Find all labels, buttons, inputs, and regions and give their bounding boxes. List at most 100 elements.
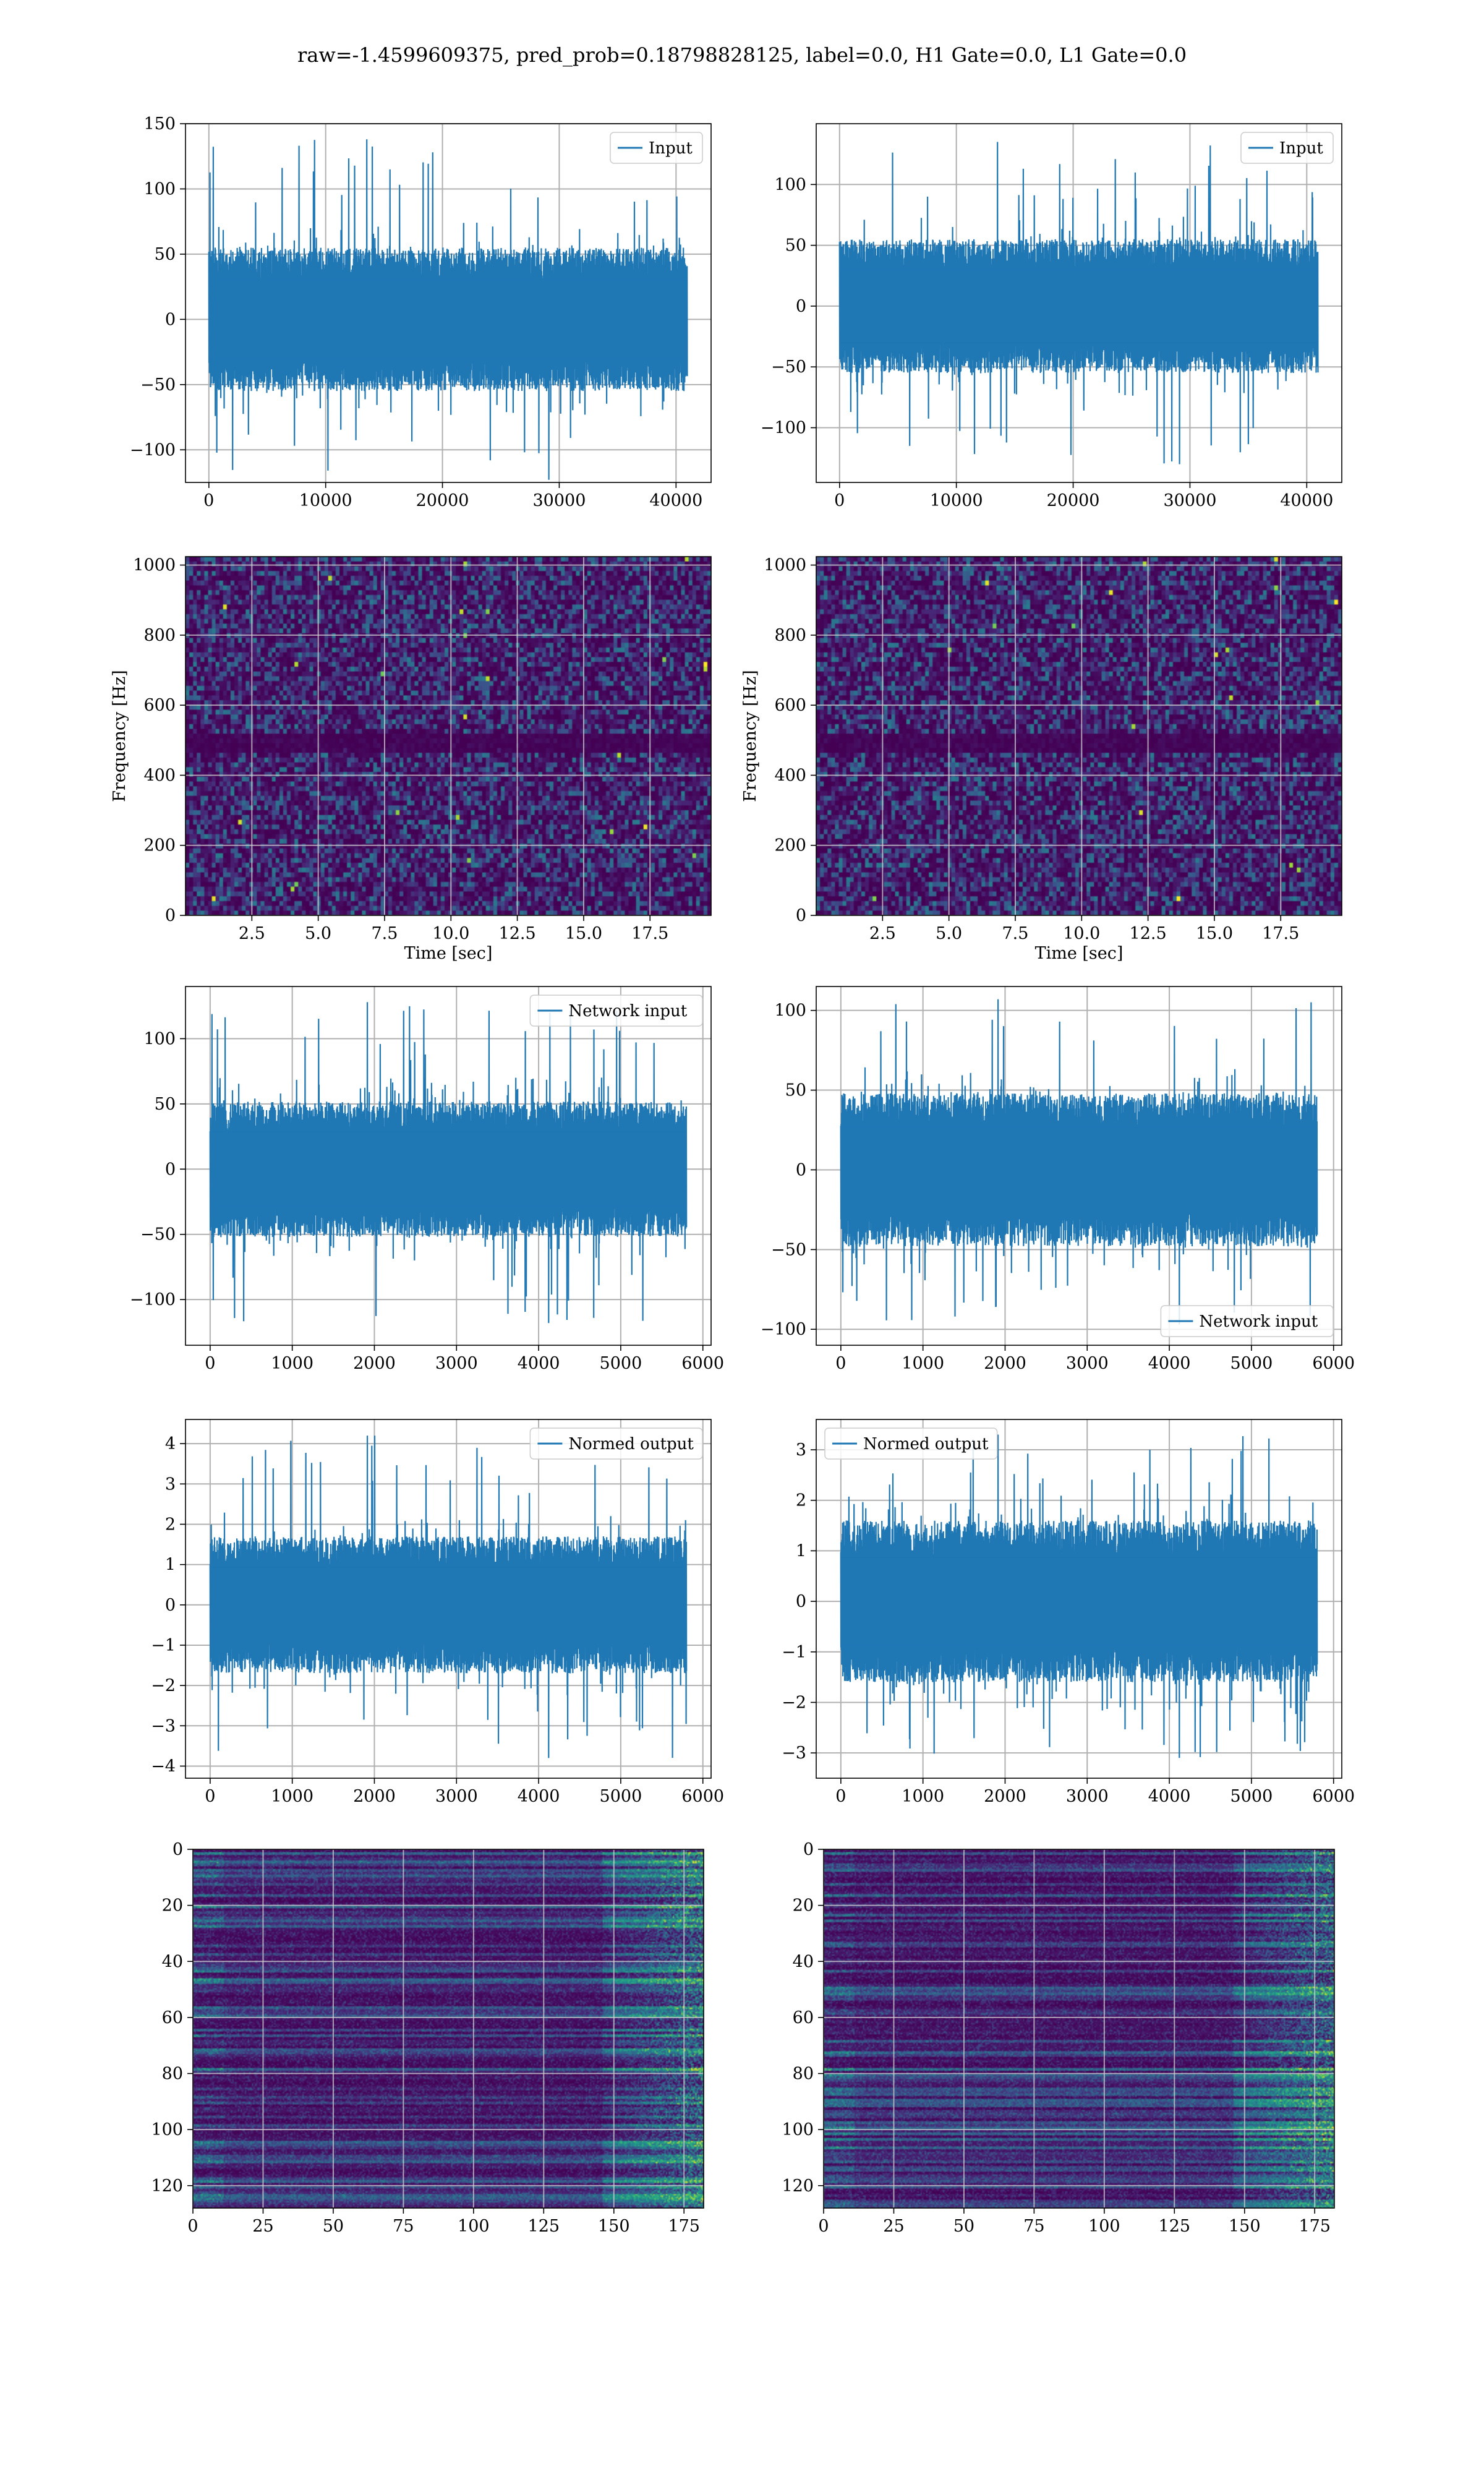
x-tick-label: 1000 xyxy=(902,1354,944,1373)
legend: Network input xyxy=(1160,1305,1334,1337)
y-tick-label: −50 xyxy=(140,1225,176,1244)
x-tick-label: 10000 xyxy=(299,491,352,510)
y-tick-label: 600 xyxy=(143,696,176,715)
axes-frame xyxy=(823,1849,1335,2209)
x-tick-label: 0 xyxy=(205,1354,215,1373)
x-tick-label: 0 xyxy=(203,491,214,510)
y-tick-label: 1 xyxy=(165,1556,176,1575)
y-tick-label: 2 xyxy=(796,1491,806,1510)
x-tick-label: 17.5 xyxy=(1262,924,1299,943)
y-tick-label: 4 xyxy=(165,1434,176,1453)
x-tick-label: 10.0 xyxy=(1063,924,1100,943)
x-tick-label: 2000 xyxy=(984,1354,1026,1373)
legend-label: Network input xyxy=(1199,1312,1318,1331)
y-tick-label: −1 xyxy=(782,1643,806,1662)
x-tick-label: 20000 xyxy=(416,491,469,510)
x-axis-label: Time [sec] xyxy=(1035,944,1124,963)
y-tick-label: −100 xyxy=(130,440,176,460)
x-tick-label: 175 xyxy=(668,2217,700,2236)
x-tick-label: 30000 xyxy=(532,491,586,510)
series-band xyxy=(208,280,688,359)
legend: Normed output xyxy=(529,1427,703,1460)
heatmap-image xyxy=(193,1849,704,2208)
x-tick-label: 75 xyxy=(393,2217,414,2236)
legend-label: Network input xyxy=(568,1002,687,1021)
x-tick-label: 5000 xyxy=(600,1354,642,1373)
x-tick-label: 4000 xyxy=(518,1354,560,1373)
y-tick-label: −100 xyxy=(130,1290,176,1309)
y-tick-label: 20 xyxy=(162,1896,183,1915)
x-tick-label: 3000 xyxy=(435,1354,478,1373)
chart-network-input-l1: 0 1000 2000 3000 4000 5000 6000 −100 −50 0 50 100 Ne… xyxy=(761,986,1355,1373)
x-tick-label: 3000 xyxy=(1066,1354,1109,1373)
y-tick-label: 1 xyxy=(796,1541,806,1560)
chart-spectrogram-h1: 2.5 5.0 7.5 10.0 12.5 15.0 17.5 0 200 400 600 800 10… xyxy=(110,556,712,963)
y-tick-label: 0 xyxy=(796,297,806,316)
x-tick-label: 1000 xyxy=(271,1354,313,1373)
x-tick-label: 17.5 xyxy=(631,924,668,943)
x-tick-label: 150 xyxy=(598,2217,630,2236)
y-tick-label: 600 xyxy=(774,696,806,715)
y-tick-label: 50 xyxy=(155,245,176,264)
x-tick-label: 10000 xyxy=(930,491,983,510)
x-tick-label: 5.0 xyxy=(305,924,331,943)
x-tick-label: 15.0 xyxy=(565,924,602,943)
figure-title: raw=-1.4599609375, pred_prob=0.187988281… xyxy=(297,43,1187,67)
x-tick-label: 50 xyxy=(323,2217,344,2236)
x-tick-label: 12.5 xyxy=(499,924,536,943)
y-tick-label: 0 xyxy=(165,1596,176,1615)
x-tick-label: 6000 xyxy=(1312,1354,1355,1373)
heatmap-image xyxy=(824,1849,1334,2208)
y-axis-label: Frequency [Hz] xyxy=(741,670,760,802)
y-tick-label: 0 xyxy=(165,310,176,329)
x-tick-label: 5000 xyxy=(1230,1354,1273,1373)
legend-box xyxy=(824,1427,998,1460)
x-tick-label: 15.0 xyxy=(1196,924,1233,943)
x-tick-label: 12.5 xyxy=(1130,924,1167,943)
y-tick-label: 400 xyxy=(774,766,806,785)
x-tick-label: 25 xyxy=(252,2217,273,2236)
y-tick-label: 50 xyxy=(785,1081,806,1100)
x-tick-label: 0 xyxy=(835,1354,846,1373)
x-tick-label: 2000 xyxy=(353,1354,396,1373)
y-tick-label: 120 xyxy=(782,2177,814,2196)
legend-label: Input xyxy=(1279,139,1323,158)
x-tick-label: 125 xyxy=(1159,2217,1191,2236)
heatmap-image xyxy=(816,557,1342,915)
axes-frame xyxy=(816,986,1342,1346)
y-tick-label: 60 xyxy=(793,2008,814,2027)
x-tick-label: 175 xyxy=(1298,2217,1331,2236)
y-tick-label: 150 xyxy=(143,114,176,134)
y-tick-label: 0 xyxy=(796,1160,806,1179)
y-tick-label: 100 xyxy=(151,2120,183,2139)
x-tick-label: 100 xyxy=(458,2217,490,2236)
axes-frame xyxy=(185,986,712,1346)
y-tick-label: 120 xyxy=(151,2177,183,2196)
x-tick-label: 50 xyxy=(953,2217,974,2236)
y-tick-label: 400 xyxy=(143,766,176,785)
legend-box xyxy=(1160,1305,1334,1337)
y-tick-label: 200 xyxy=(774,836,806,855)
x-tick-label: 25 xyxy=(883,2217,904,2236)
x-tick-label: 40000 xyxy=(1280,491,1333,510)
x-tick-label: 1000 xyxy=(271,1787,313,1806)
y-tick-label: −3 xyxy=(782,1744,806,1763)
y-tick-label: 2 xyxy=(165,1515,176,1534)
x-tick-label: 10.0 xyxy=(432,924,469,943)
y-tick-label: −50 xyxy=(771,1240,806,1259)
series-band xyxy=(840,1128,1318,1212)
legend: Network input xyxy=(529,995,703,1027)
x-tick-label: 2.5 xyxy=(869,924,896,943)
y-tick-label: −4 xyxy=(151,1757,176,1776)
x-tick-label: 0 xyxy=(205,1787,215,1806)
x-tick-label: 3000 xyxy=(435,1787,478,1806)
axes-frame xyxy=(816,1419,1342,1779)
series-band xyxy=(210,1567,687,1643)
x-tick-label: 4000 xyxy=(1148,1354,1191,1373)
y-tick-label: 3 xyxy=(165,1475,176,1494)
y-tick-label: −100 xyxy=(761,1320,806,1339)
y-tick-label: 800 xyxy=(774,626,806,645)
axes-frame xyxy=(816,123,1342,483)
x-tick-label: 1000 xyxy=(902,1787,944,1806)
